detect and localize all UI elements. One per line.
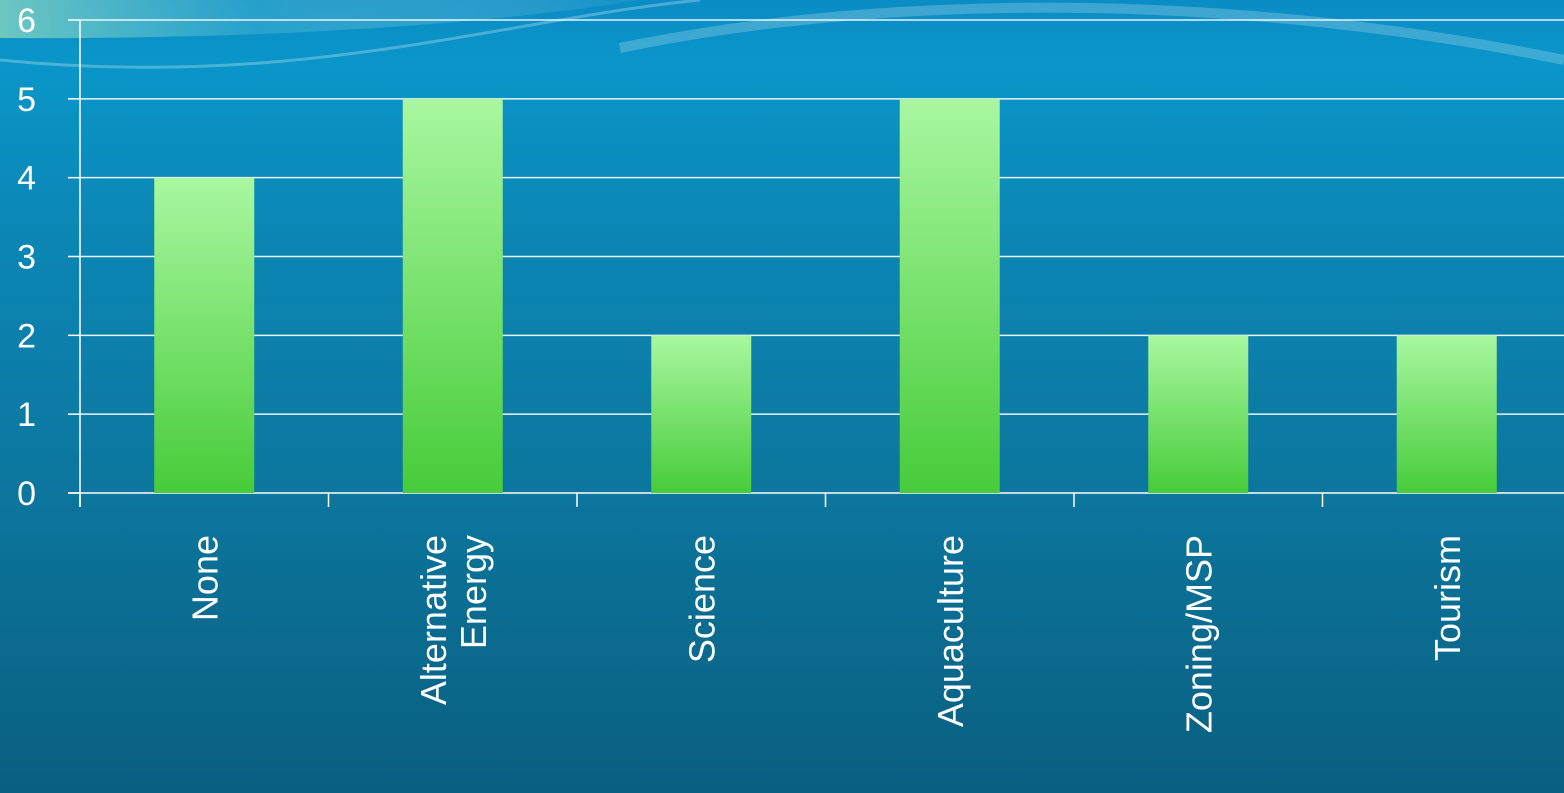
x-category-label-science: Science (681, 535, 722, 663)
x-category-label-line: Alternative (413, 535, 454, 705)
x-category-label-zoning-msp: Zoning/MSP (1178, 535, 1219, 733)
bar-tourism (1396, 335, 1497, 493)
x-category-label-line: None (184, 535, 225, 621)
y-tick-label-4: 4 (17, 160, 36, 198)
bar-alternative-energy (402, 98, 503, 493)
x-category-label-aquaculture: Aquaculture (930, 535, 971, 727)
axes (68, 19, 1564, 507)
y-tick-label-0: 0 (17, 475, 36, 513)
grid-lines (80, 19, 1564, 415)
y-tick-label-6: 6 (17, 2, 36, 40)
bar-aquaculture (899, 98, 1000, 493)
y-tick-label-2: 2 (17, 317, 36, 355)
y-tick-label-3: 3 (17, 239, 36, 277)
bar-zoning-msp (1148, 335, 1249, 493)
y-tick-label-1: 1 (17, 396, 36, 434)
x-category-label-tourism: Tourism (1427, 535, 1468, 661)
x-category-label-line: Energy (453, 535, 494, 649)
x-axis-category-labels: None Alternative Energy Science Aquaculture Z… (184, 535, 1468, 733)
x-category-label-line: Zoning/MSP (1178, 535, 1219, 733)
bars (154, 98, 1497, 493)
x-category-label-alternative-energy: Alternative Energy (413, 535, 494, 705)
bar-none (154, 177, 255, 493)
y-tick-label-5: 5 (17, 81, 36, 119)
bar-science (651, 335, 752, 493)
x-category-label-line: Aquaculture (930, 535, 971, 727)
y-axis-tick-labels: 0 1 2 3 4 5 6 (17, 2, 36, 513)
x-category-label-line: Tourism (1427, 535, 1468, 661)
x-category-label-line: Science (681, 535, 722, 663)
x-category-label-none: None (184, 535, 225, 621)
background-swoosh (0, 0, 1564, 69)
